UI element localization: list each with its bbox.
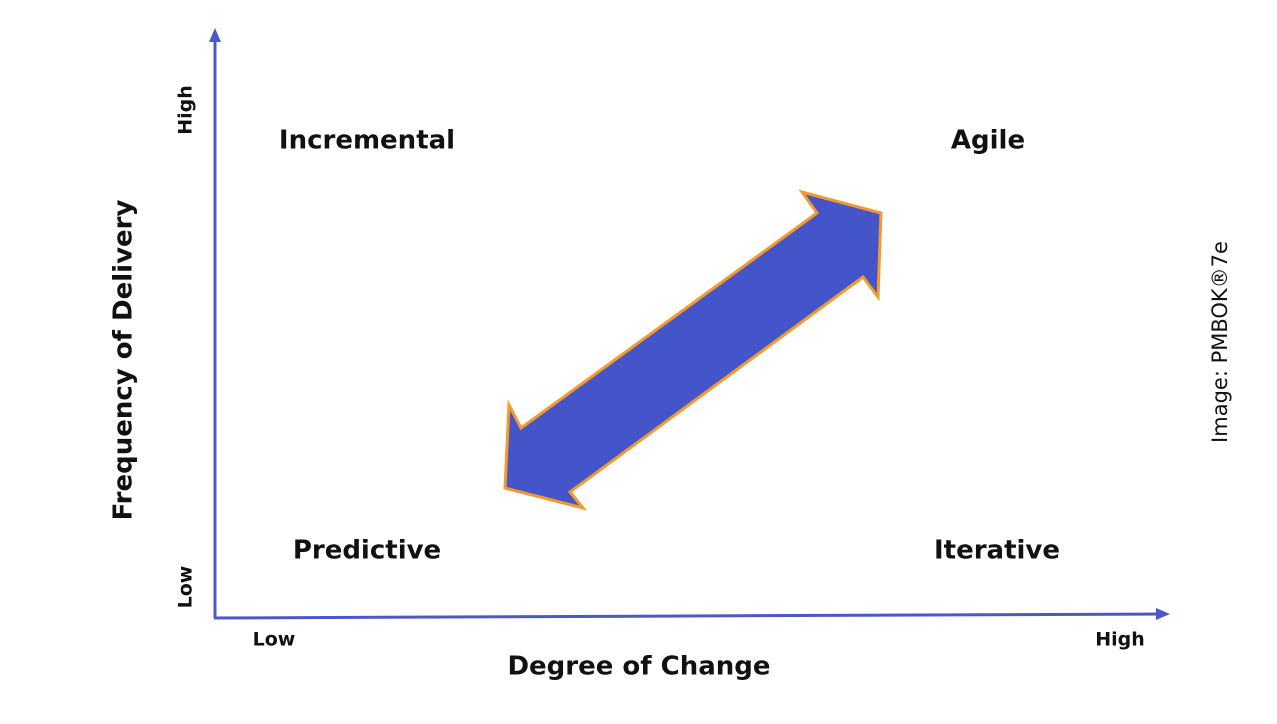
quadrant-label: Predictive: [293, 536, 441, 566]
image-credit: Image: PMBOK®7e: [1208, 241, 1232, 443]
y-axis-title: Frequency of Delivery: [109, 200, 139, 521]
quadrant-label: Agile: [951, 126, 1025, 156]
quadrant-label: Iterative: [934, 536, 1060, 566]
y-axis-arrowhead: [209, 28, 221, 42]
x-axis-low: Low: [253, 629, 296, 651]
quadrant-label: Incremental: [279, 126, 455, 156]
y-axis-high: High: [175, 85, 197, 135]
x-axis-high: High: [1095, 629, 1145, 651]
x-axis-line: [213, 612, 1161, 620]
y-axis-low: Low: [175, 566, 197, 609]
double-arrow: [503, 189, 883, 511]
x-axis-title: Degree of Change: [507, 652, 770, 682]
x-axis-arrowhead: [1156, 608, 1170, 620]
